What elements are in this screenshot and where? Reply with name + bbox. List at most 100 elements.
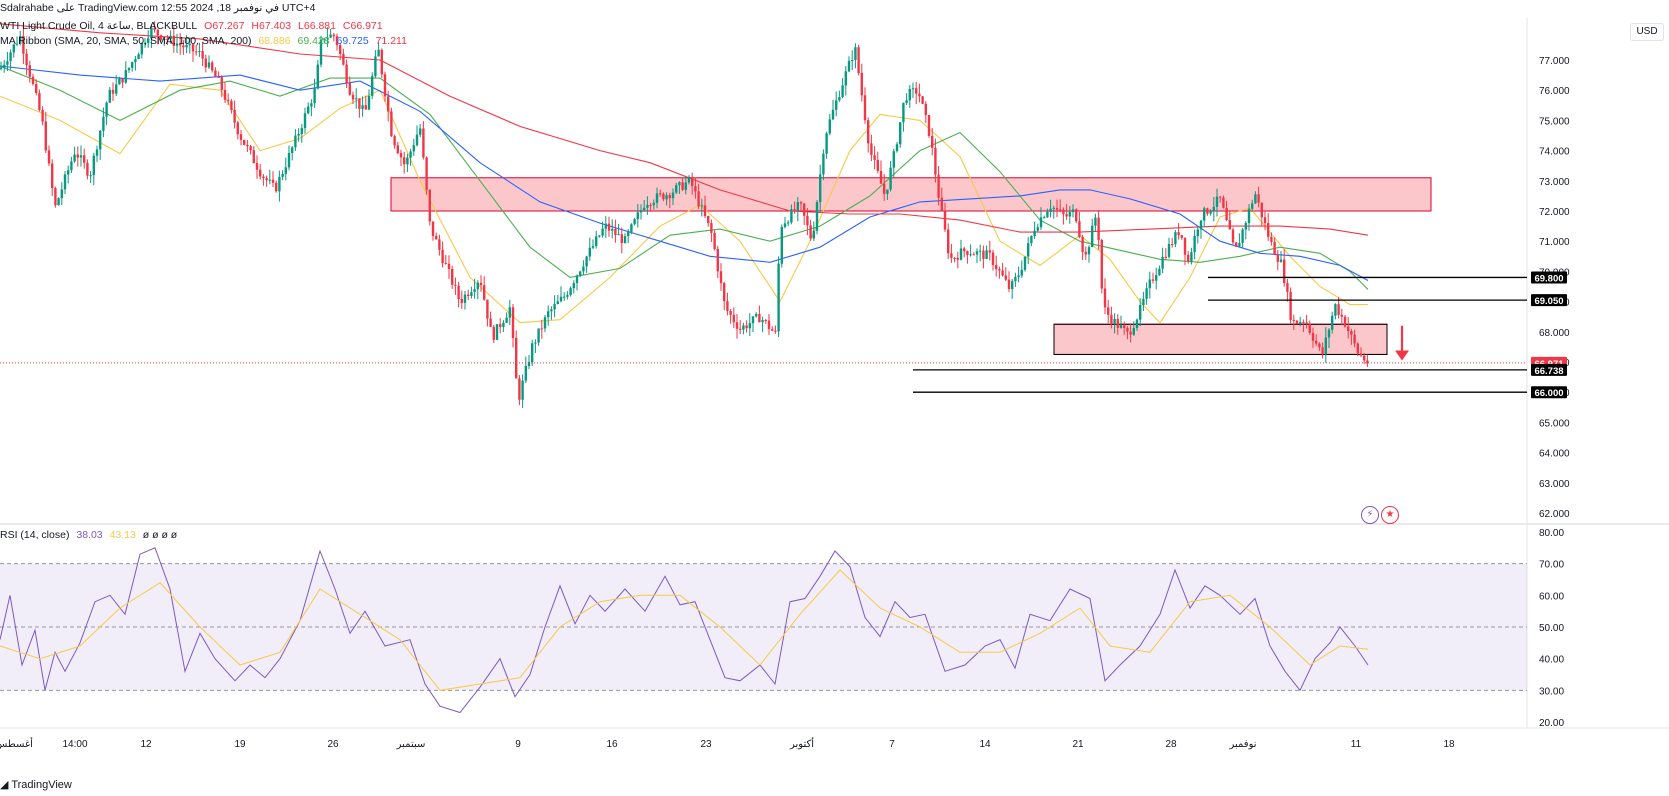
candle-body <box>275 182 278 192</box>
candle-body <box>607 223 611 231</box>
candle-body <box>735 322 739 329</box>
candle-body <box>41 109 44 122</box>
grid-layer <box>0 18 1669 729</box>
candle-body <box>748 323 751 329</box>
candle-body <box>524 366 527 381</box>
candle-body <box>751 316 755 324</box>
ohlc-close: C66.971 <box>342 20 383 32</box>
candle-body <box>1171 244 1174 246</box>
ma-line-sma100 <box>0 65 1369 281</box>
candle-body <box>294 135 297 148</box>
candle-body <box>579 271 582 276</box>
candle-body <box>153 27 156 30</box>
candle-body <box>470 292 473 297</box>
price-label-text: 66.000 <box>1534 388 1563 399</box>
price-tick-label: 75.000 <box>1539 116 1570 127</box>
candle-body <box>1206 208 1209 214</box>
candle-body <box>1113 319 1116 325</box>
candle-body <box>31 76 35 84</box>
time-tick-label: 14:00 <box>62 739 87 750</box>
candle-body <box>1235 242 1238 247</box>
currency-unit-button[interactable]: USD <box>1630 23 1664 41</box>
candle-body <box>1366 360 1369 364</box>
price-label-text: 69.050 <box>1534 296 1563 307</box>
candle-body <box>783 223 787 228</box>
ma-line-sma50 <box>0 65 1369 290</box>
candle-body <box>707 215 710 224</box>
candle-body <box>307 106 310 114</box>
ma-ribbon-legend[interactable]: MA Ribbon (SMA, 20, SMA, 50, SMA, 100, S… <box>0 35 411 48</box>
candle-body <box>303 113 307 129</box>
candle-body <box>1359 353 1363 356</box>
candle-body <box>1100 240 1103 289</box>
candle-body <box>1107 307 1110 315</box>
lightning-icon[interactable]: ⚡ <box>1361 506 1379 524</box>
candle-body <box>505 317 508 323</box>
candle-body <box>1164 256 1167 258</box>
candle-body <box>73 154 76 162</box>
candle-body <box>316 64 319 89</box>
candle-body <box>636 212 639 220</box>
rsi-layer <box>0 547 1527 714</box>
candle-body <box>556 301 559 305</box>
candle-body <box>223 89 227 100</box>
candle-body <box>601 228 604 236</box>
ohlc-low: L66.881 <box>298 20 336 32</box>
tradingview-brand[interactable]: ◢ TradingView <box>0 778 72 791</box>
candle-body <box>1212 206 1215 212</box>
candle-body <box>739 328 742 330</box>
candle-body <box>595 236 598 247</box>
candle-body <box>67 170 70 175</box>
candle-body <box>364 105 367 110</box>
candle-body <box>415 134 419 146</box>
candle-body <box>1135 319 1139 329</box>
candle-body <box>51 163 54 189</box>
candle-body <box>271 179 275 183</box>
candle-body <box>1276 254 1279 262</box>
price-tick-label: 71.000 <box>1539 237 1570 248</box>
candle-body <box>233 109 236 123</box>
candle-body <box>611 228 614 231</box>
rsi-legend[interactable]: RSI (14, close) 38.03 43.13 ø ø ø ø <box>0 529 181 542</box>
candle-body <box>620 234 623 244</box>
time-tick-label: 11 <box>1351 739 1362 750</box>
candle-body <box>745 325 748 329</box>
us-flag-icon[interactable]: ★ <box>1381 506 1399 524</box>
candle-body <box>355 98 358 100</box>
price-tick-label: 73.000 <box>1539 177 1570 188</box>
candle-body <box>825 133 828 154</box>
candle-body <box>495 324 499 340</box>
candle-body <box>329 34 332 38</box>
candle-body <box>54 188 57 206</box>
symbol-legend[interactable]: WTI Light Crude Oil, 4 ساعة, BLACKBULL O… <box>0 20 387 33</box>
candle-body <box>1155 275 1158 281</box>
candle-body <box>591 246 595 248</box>
candle-body <box>35 83 38 93</box>
candle-body <box>716 248 719 272</box>
candle-body <box>409 151 412 158</box>
symbol-name: WTI Light Crude Oil, 4 ساعة, BLACKBULL <box>0 20 198 32</box>
candle-body <box>1260 202 1263 218</box>
candle-body <box>521 380 524 400</box>
candle-body <box>931 135 934 148</box>
time-tick-label: 28 <box>1165 739 1177 750</box>
candle-body <box>780 227 783 264</box>
resistance-zone <box>390 177 1432 212</box>
candle-body <box>217 76 220 78</box>
candle-body <box>172 35 175 46</box>
candle-body <box>777 263 780 332</box>
candle-body <box>694 186 697 192</box>
candle-body <box>879 170 883 184</box>
candle-body <box>822 153 825 175</box>
rsi-extra-values: ø ø ø ø <box>142 529 178 541</box>
candle-body <box>502 322 505 327</box>
candle-body <box>582 266 585 272</box>
candle-body <box>1020 269 1023 276</box>
candle-body <box>700 205 703 207</box>
candle-body <box>540 328 543 330</box>
candle-body <box>604 223 607 229</box>
candle-body <box>1129 331 1132 335</box>
rsi-tick-label: 60.00 <box>1539 591 1564 602</box>
candle-body <box>220 77 223 90</box>
